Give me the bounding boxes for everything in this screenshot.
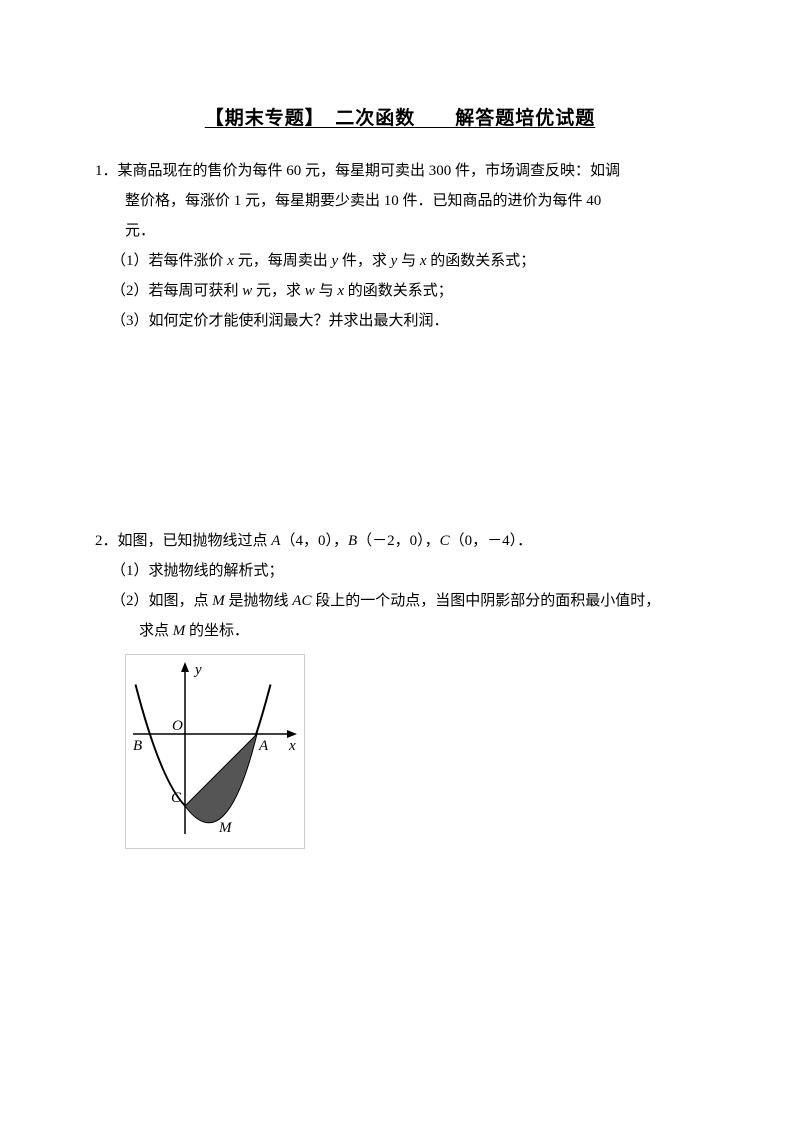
p1p2-end: 的函数关系式； (344, 283, 453, 299)
problem-1-part-2: （2）若每周可获利 w 元，求 w 与 x 的函数关系式； (95, 276, 705, 306)
p1p1-mid1: 元，每周卖出 (234, 253, 332, 269)
p1p2-text: （2）若每周可获利 (111, 283, 242, 299)
p2p2-mid1: 是抛物线 (225, 593, 293, 609)
label-M: M (212, 593, 225, 609)
label-M2: M (173, 623, 186, 639)
problem-1: 1．某商品现在的售价为每件 60 元，每星期可卖出 300 件，市场调查反映：如… (95, 156, 705, 336)
problem-1-intro-line3: 元． (95, 216, 705, 246)
problem-2-intro: 2．如图，已知抛物线过点 A（4，0），B（－2，0），C（0，－4）． (95, 526, 705, 556)
x-axis-label: x (288, 738, 296, 754)
p2p2c-end: 的坐标． (185, 623, 249, 639)
var-w: w (242, 283, 252, 299)
p1p1-mid3: 与 (397, 253, 420, 269)
y-axis-label: y (193, 662, 202, 678)
problem-2-figure: y x O B A C M (125, 654, 705, 849)
p1p1-end: 的函数关系式； (427, 253, 536, 269)
p2p2-pre: （2）如图，点 (111, 593, 212, 609)
p2-intro-Ccoord: （0，－4）． (450, 533, 533, 549)
point-M-label: M (218, 820, 233, 836)
origin-label: O (172, 718, 183, 734)
problem-1-part-1: （1）若每件涨价 x 元，每周卖出 y 件，求 y 与 x 的函数关系式； (95, 246, 705, 276)
problem-2-part-2-cont: 求点 M 的坐标． (95, 616, 705, 646)
p1p2-mid1: 元，求 (252, 283, 305, 299)
spacing-gap (95, 346, 705, 526)
var-x3: x (337, 283, 344, 299)
point-B-label: B (133, 738, 142, 754)
problem-1-intro-line1: 1．某商品现在的售价为每件 60 元，每星期可卖出 300 件，市场调查反映：如… (95, 156, 705, 186)
p2p2c-pre: 求点 (139, 623, 173, 639)
problem-2: 2．如图，已知抛物线过点 A（4，0），B（－2，0），C（0，－4）． （1）… (95, 526, 705, 849)
page-title: 【期末专题】 二次函数 解答题培优试题 (95, 100, 705, 138)
problem-2-part-1: （1）求抛物线的解析式； (95, 556, 705, 586)
var-w2: w (305, 283, 315, 299)
p1p1-text: （1）若每件涨价 (111, 253, 227, 269)
point-C-label: C (171, 790, 182, 806)
parabola-diagram: y x O B A C M (125, 654, 305, 849)
var-x: x (227, 253, 234, 269)
problem-2-part-2: （2）如图，点 M 是抛物线 AC 段上的一个动点，当图中阴影部分的面积最小值时… (95, 586, 705, 616)
problem-1-intro-line2: 整价格，每涨价 1 元，每星期要少卖出 10 件．已知商品的进价为每件 40 (95, 186, 705, 216)
p2-intro-Acoord: （4，0）， (280, 533, 348, 549)
label-C: C (440, 533, 450, 549)
p1p1-mid2: 件，求 (338, 253, 391, 269)
problem-1-part-3: （3）如何定价才能使利润最大？并求出最大利润． (95, 306, 705, 336)
p2p2-mid2: 段上的一个动点，当图中阴影部分的面积最小值时， (311, 593, 660, 609)
p1p2-mid2: 与 (315, 283, 338, 299)
var-x2: x (420, 253, 427, 269)
p2-intro-Bcoord: （－2，0）， (357, 533, 440, 549)
p2-intro-pre: 2．如图，已知抛物线过点 (95, 533, 271, 549)
label-B: B (348, 533, 357, 549)
label-AC: AC (292, 593, 311, 609)
point-A-label: A (258, 738, 269, 754)
